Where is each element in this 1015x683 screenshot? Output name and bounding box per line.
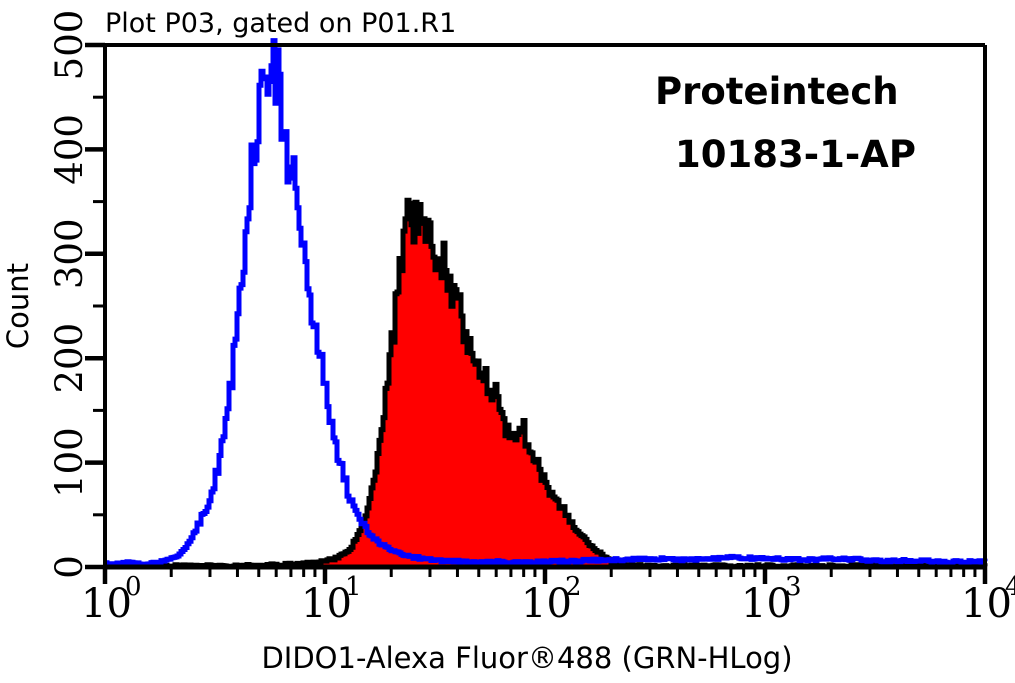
y-axis-label: Count	[1, 263, 35, 349]
svg-text:4: 4	[1005, 572, 1015, 602]
svg-text:10: 10	[741, 581, 792, 627]
control-histogram-line	[104, 38, 988, 568]
y-tick-label: 100	[48, 427, 91, 498]
plot-frame	[103, 43, 987, 570]
watermark-catalog-number: 10183-1-AP	[675, 133, 916, 176]
y-tick-label: 0	[48, 555, 91, 579]
svg-text:10: 10	[961, 581, 1012, 627]
y-tick-label: 300	[48, 218, 91, 289]
svg-text:1: 1	[345, 572, 362, 602]
svg-text:10: 10	[81, 581, 132, 627]
svg-text:3: 3	[785, 572, 802, 602]
y-tick-label: 500	[48, 10, 91, 81]
x-axis-label: DIDO1-Alexa Fluor®488 (GRN-HLog)	[261, 641, 792, 675]
y-tick-labels: 0 100 200 300 400 500	[48, 10, 91, 579]
plot-title: Plot P03, gated on P01.R1	[105, 8, 456, 39]
y-tick-label: 400	[48, 114, 91, 185]
control-line	[104, 38, 988, 568]
x-tick-label: 101	[301, 572, 362, 627]
x-tick-label: 104	[961, 572, 1015, 627]
watermark-brand: Proteintech	[655, 70, 899, 113]
x-tick-labels: 100 101 102 103 104	[81, 572, 1015, 627]
y-tick-label: 200	[48, 323, 91, 394]
x-tick-label: 100	[81, 572, 142, 627]
svg-text:2: 2	[565, 572, 582, 602]
svg-text:10: 10	[301, 581, 352, 627]
sample-fill	[105, 200, 985, 567]
svg-text:10: 10	[521, 581, 572, 627]
x-tick-label: 102	[521, 572, 582, 627]
svg-text:0: 0	[125, 572, 142, 602]
x-tick-label: 103	[741, 572, 802, 627]
